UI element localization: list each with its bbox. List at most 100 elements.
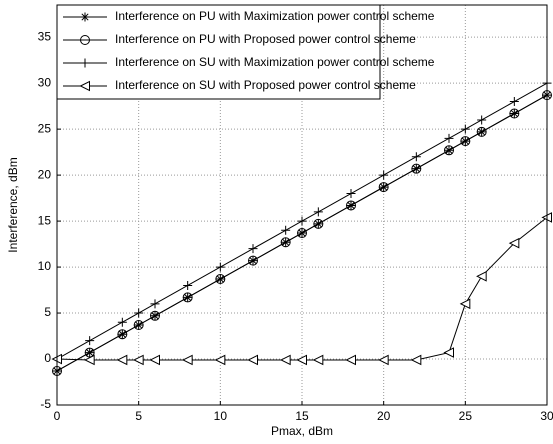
- legend-marker: [80, 35, 90, 45]
- marker-shape: [214, 354, 226, 366]
- data-point: [379, 170, 389, 180]
- marker-shape: [80, 58, 90, 68]
- marker-shape: [460, 136, 471, 147]
- y-tick-label: 25: [38, 121, 52, 135]
- data-point: [297, 216, 307, 226]
- data-point: [281, 225, 291, 235]
- data-point: [443, 347, 454, 358]
- y-axis-label: Interference, dBm: [6, 157, 20, 252]
- data-point: [85, 336, 95, 346]
- marker-shape: [444, 133, 454, 143]
- legend-marker: [79, 80, 90, 92]
- marker-shape: [459, 298, 471, 310]
- data-point: [444, 133, 454, 143]
- x-tick-label: 15: [295, 409, 309, 423]
- data-point: [346, 189, 356, 199]
- data-point: [248, 255, 258, 266]
- data-point: [215, 274, 226, 285]
- marker-shape: [476, 270, 487, 282]
- data-point: [508, 237, 520, 249]
- marker-shape: [85, 336, 95, 346]
- marker-shape: [182, 292, 193, 303]
- data-point: [133, 320, 144, 330]
- marker-shape: [444, 145, 454, 156]
- marker-shape: [149, 354, 160, 366]
- marker-shape: [215, 262, 225, 272]
- marker-shape: [297, 216, 307, 226]
- data-point: [117, 317, 127, 327]
- x-tick-label: 0: [54, 409, 61, 423]
- marker-shape: [476, 126, 487, 137]
- x-tick-label: 10: [214, 409, 228, 423]
- x-tick-label: 25: [459, 409, 473, 423]
- legend-label: Interference on PU with Maximization pow…: [115, 9, 435, 23]
- marker-shape: [508, 237, 520, 249]
- x-tick-label: 20: [377, 409, 391, 423]
- data-point: [247, 354, 258, 366]
- legend-label: Interference on SU with Maximization pow…: [115, 55, 435, 69]
- data-point: [84, 347, 95, 358]
- data-point: [378, 182, 389, 193]
- data-point: [444, 145, 454, 156]
- data-point: [509, 97, 519, 107]
- y-tick-label: 15: [38, 213, 52, 227]
- legend-marker: [80, 12, 90, 22]
- marker-shape: [378, 182, 389, 193]
- legend-label: Interference on SU with Proposed power c…: [115, 78, 416, 92]
- data-point: [509, 108, 520, 119]
- marker-shape: [182, 354, 193, 366]
- marker-shape: [313, 218, 324, 229]
- y-tick-label: 20: [38, 167, 52, 181]
- data-point: [116, 354, 128, 366]
- y-tick-label: 10: [38, 259, 52, 273]
- data-point: [133, 354, 144, 366]
- marker-shape: [150, 310, 160, 321]
- marker-shape: [84, 347, 95, 358]
- data-point: [312, 354, 324, 366]
- x-axis-label: Pmax, dBm: [271, 424, 333, 438]
- marker-shape: [509, 97, 519, 107]
- legend-marker: [80, 58, 90, 68]
- marker-shape: [247, 354, 258, 366]
- marker-shape: [296, 354, 307, 366]
- marker-shape: [345, 354, 356, 366]
- marker-shape: [312, 354, 324, 366]
- data-point: [296, 354, 307, 366]
- marker-shape: [133, 320, 144, 330]
- data-point: [280, 354, 291, 366]
- marker-shape: [346, 200, 356, 211]
- marker-shape: [477, 115, 487, 125]
- data-point: [248, 244, 258, 254]
- data-point: [297, 228, 307, 239]
- marker-shape: [297, 228, 307, 239]
- marker-shape: [411, 163, 422, 174]
- series-line: [56, 94, 548, 372]
- data-point: [460, 136, 471, 147]
- marker-shape: [410, 354, 422, 366]
- data-point: [182, 292, 193, 303]
- marker-shape: [443, 347, 454, 358]
- y-tick-label: 35: [38, 29, 52, 43]
- data-point: [459, 298, 471, 310]
- marker-shape: [509, 108, 520, 119]
- data-point: [280, 237, 291, 248]
- data-point: [183, 280, 193, 290]
- data-point: [476, 270, 487, 282]
- marker-shape: [215, 274, 226, 285]
- data-point: [150, 299, 160, 309]
- data-point: [411, 152, 421, 162]
- data-point: [149, 354, 160, 366]
- data-point: [477, 115, 487, 125]
- data-point: [476, 126, 487, 137]
- legend-label: Interference on PU with Proposed power c…: [115, 32, 416, 46]
- data-point: [214, 354, 226, 366]
- marker-shape: [281, 225, 291, 235]
- data-point: [134, 308, 144, 318]
- marker-shape: [248, 255, 258, 266]
- marker-shape: [133, 354, 144, 366]
- marker-shape: [84, 354, 95, 366]
- y-tick-label: 0: [44, 351, 51, 365]
- data-point: [117, 329, 128, 340]
- y-tick-label: -5: [40, 397, 51, 411]
